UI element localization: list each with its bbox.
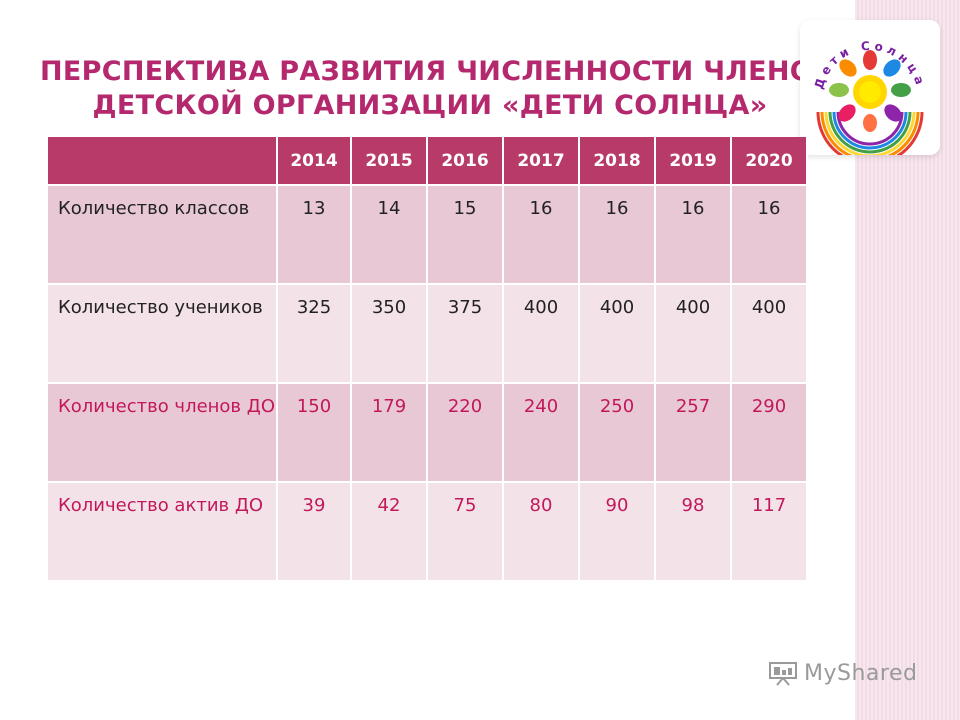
header-label-cell (48, 137, 278, 186)
table-cell: 117 (731, 482, 808, 582)
statistics-table: 2014 2015 2016 2017 2018 2019 2020 Колич… (48, 137, 808, 582)
table-cell: 80 (503, 482, 580, 582)
row-label: Количество актив ДО (48, 482, 278, 582)
table-cell: 400 (731, 284, 808, 384)
table-header-row: 2014 2015 2016 2017 2018 2019 2020 (48, 137, 808, 186)
table-cell: 14 (351, 185, 428, 285)
table-cell: 16 (731, 185, 808, 285)
row-label: Количество членов ДО (48, 383, 278, 483)
table-cell: 16 (503, 185, 580, 285)
table-cell: 350 (351, 284, 428, 384)
table-row: Количество актив ДО 39 42 75 80 90 98 11… (48, 482, 808, 582)
table-cell: 15 (427, 185, 504, 285)
slide-title-line-2: ДЕТСКОЙ ОРГАНИЗАЦИИ «ДЕТИ СОЛНЦА» (92, 90, 768, 121)
watermark: MyShared (768, 658, 917, 688)
table-cell: 250 (579, 383, 656, 483)
table-cell: 179 (351, 383, 428, 483)
row-label: Количество классов (48, 185, 278, 285)
watermark-text: MyShared (804, 660, 918, 686)
year-header: 2019 (655, 137, 732, 186)
presentation-board-icon (769, 662, 797, 686)
table-cell: 75 (427, 482, 504, 582)
table-cell: 290 (731, 383, 808, 483)
table-cell: 400 (655, 284, 732, 384)
table-cell: 240 (503, 383, 580, 483)
year-header: 2015 (351, 137, 428, 186)
table-cell: 42 (351, 482, 428, 582)
table-cell: 13 (277, 185, 352, 285)
table-cell: 39 (277, 482, 352, 582)
logo-card: Дети Солнца (800, 20, 940, 166)
table-cell: 400 (579, 284, 656, 384)
table-row: Количество классов 13 14 15 16 16 16 16 (48, 185, 808, 285)
organization-logo: Дети Солнца (812, 39, 924, 166)
table-cell: 325 (277, 284, 352, 384)
slide-title-line-1: ПЕРСПЕКТИВА РАЗВИТИЯ ЧИСЛЕННОСТИ ЧЛЕНОВ (40, 56, 834, 87)
table-cell: 90 (579, 482, 656, 582)
table-row: Количество членов ДО 150 179 220 240 250… (48, 383, 808, 483)
year-header: 2020 (731, 137, 808, 186)
table-cell: 150 (277, 383, 352, 483)
table-row: Количество учеников 325 350 375 400 400 … (48, 284, 808, 384)
table-cell: 375 (427, 284, 504, 384)
year-header: 2017 (503, 137, 580, 186)
row-label: Количество учеников (48, 284, 278, 384)
table-cell: 400 (503, 284, 580, 384)
table-cell: 98 (655, 482, 732, 582)
table-cell: 16 (579, 185, 656, 285)
table-cell: 257 (655, 383, 732, 483)
slide-title: ПЕРСПЕКТИВА РАЗВИТИЯ ЧИСЛЕННОСТИ ЧЛЕНОВ … (40, 55, 834, 123)
year-header: 2018 (579, 137, 656, 186)
year-header: 2014 (277, 137, 352, 186)
table-cell: 16 (655, 185, 732, 285)
year-header: 2016 (427, 137, 504, 186)
table-cell: 220 (427, 383, 504, 483)
